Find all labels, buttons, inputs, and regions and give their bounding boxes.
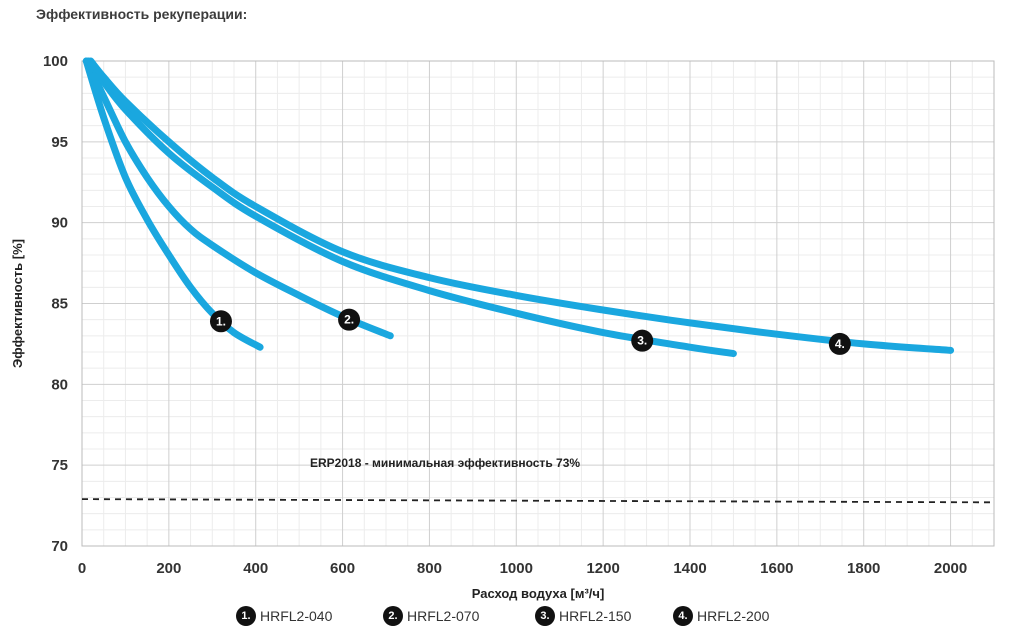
legend-marker: 3. [535,606,555,626]
major-grid [81,60,994,547]
x-tick-label: 1600 [760,560,793,577]
y-tick-label: 75 [51,457,68,474]
x-tick-label: 1400 [673,560,706,577]
series-line-hrfl2-150 [85,57,737,358]
page-title: Эффективность рекуперации: [36,6,248,22]
x-axis-ticks: 0 200 400 600 800 1000 1200 1400 1600 1800 2000 [78,560,967,577]
y-tick-label: 100 [43,53,68,70]
y-axis-label: Эффективность [%] [10,239,25,368]
series-marker-label: 4. [835,337,845,351]
legend-item-hrfl2-200: 4. HRFL2-200 [673,606,769,626]
series-marker-label: 3. [637,334,647,348]
x-tick-label: 400 [243,560,268,577]
legend-item-hrfl2-070: 2. HRFL2-070 [383,606,479,626]
y-tick-label: 80 [51,376,68,393]
legend-item-hrfl2-040: 1. HRFL2-040 [236,606,332,626]
x-tick-label: 1800 [847,560,880,577]
plot-area [81,60,995,547]
series-marker-hrfl2-150 [631,329,654,352]
legend-marker: 2. [383,606,403,626]
series-lines [82,57,955,358]
legend-item-hrfl2-150: 3. HRFL2-150 [535,606,631,626]
series-marker-label: 2. [344,313,354,327]
series-marker-hrfl2-070 [338,308,361,331]
y-tick-label: 85 [51,296,68,313]
series-markers: 1. 2. 3. 4. [209,308,851,355]
x-tick-label: 2000 [934,560,967,577]
erp2018-reference-label: ERP2018 - минимальная эффективность 73% [310,456,580,470]
legend: 1. HRFL2-040 2. HRFL2-070 3. HRFL2-150 4. HRFL2… [0,606,1024,630]
x-tick-label: 1200 [586,560,619,577]
legend-label: HRFL2-200 [697,608,770,624]
series-marker-label: 1. [216,314,226,328]
legend-label: HRFL2-040 [260,608,333,624]
series-line-hrfl2-070 [82,57,394,340]
legend-label: HRFL2-070 [407,608,480,624]
series-marker-hrfl2-200 [828,332,851,355]
y-tick-label: 70 [51,538,68,555]
legend-label: HRFL2-150 [559,608,632,624]
x-tick-label: 1000 [500,560,533,577]
y-tick-label: 90 [51,215,68,232]
series-line-hrfl2-200 [87,57,955,354]
x-tick-label: 0 [78,560,86,577]
erp2018-reference-line [81,498,995,504]
y-tick-label: 95 [51,134,68,151]
series-marker-hrfl2-040 [209,310,232,333]
legend-marker: 1. [236,606,256,626]
x-tick-label: 200 [156,560,181,577]
x-tick-label: 800 [417,560,442,577]
x-tick-label: 600 [330,560,355,577]
legend-marker: 4. [673,606,693,626]
x-axis-label: Расход водуха [м³/ч] [472,586,605,601]
y-axis-ticks: 70 75 80 85 90 95 100 [43,53,68,555]
